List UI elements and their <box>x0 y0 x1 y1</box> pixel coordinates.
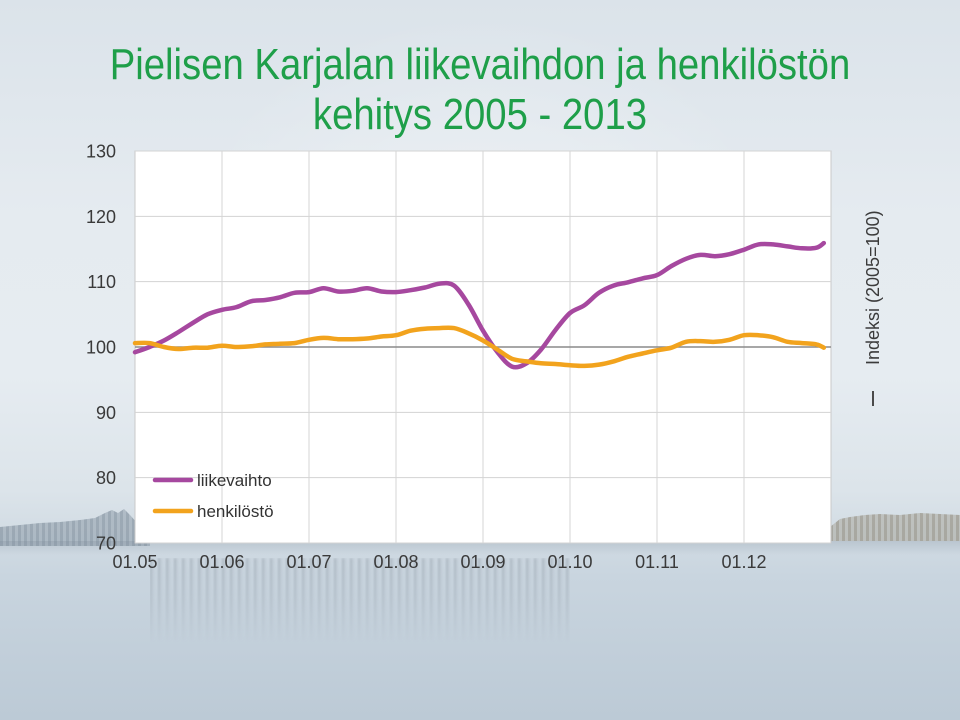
y-tick-label: 70 <box>96 534 116 554</box>
chart-title-line-1: Pielisen Karjalan liikevaihdon ja henkil… <box>109 40 851 89</box>
y-tick-label: 80 <box>96 468 116 488</box>
y-tick-label: 120 <box>86 207 116 227</box>
x-tick-label: 01.06 <box>199 552 244 572</box>
x-tick-label: 01.08 <box>373 552 418 572</box>
series-line-henkilosto <box>132 325 827 369</box>
y-tick-label: 110 <box>87 272 116 292</box>
x-tick-label: 01.05 <box>112 552 157 572</box>
chart-title: Pielisen Karjalan liikevaihdon ja henkil… <box>0 40 960 140</box>
background-shoreline <box>0 541 960 555</box>
x-tick-label: 01.11 <box>635 552 679 572</box>
series-line-liikevaihto <box>132 240 827 370</box>
y-axis-label: Indeksi (2005=100) <box>863 210 883 366</box>
x-tick-label: 01.12 <box>721 552 766 572</box>
background-treeline-right <box>830 513 960 541</box>
x-tick-label: 01.10 <box>547 552 592 572</box>
chart-title-line-2: kehitys 2005 - 2013 <box>312 90 648 139</box>
y-tick-label: 130 <box>86 142 116 162</box>
background-water-reflection <box>150 558 570 643</box>
legend-label-liikevaihto: liikevaihto <box>197 471 272 490</box>
y-tick-label: 100 <box>86 338 116 358</box>
y-tick-label: 90 <box>96 403 116 423</box>
legend-label-henkilosto: henkilöstö <box>197 502 274 521</box>
y-axis-label-dash <box>872 391 874 406</box>
x-tick-label: 01.09 <box>460 552 505 572</box>
x-tick-label: 01.07 <box>286 552 331 572</box>
